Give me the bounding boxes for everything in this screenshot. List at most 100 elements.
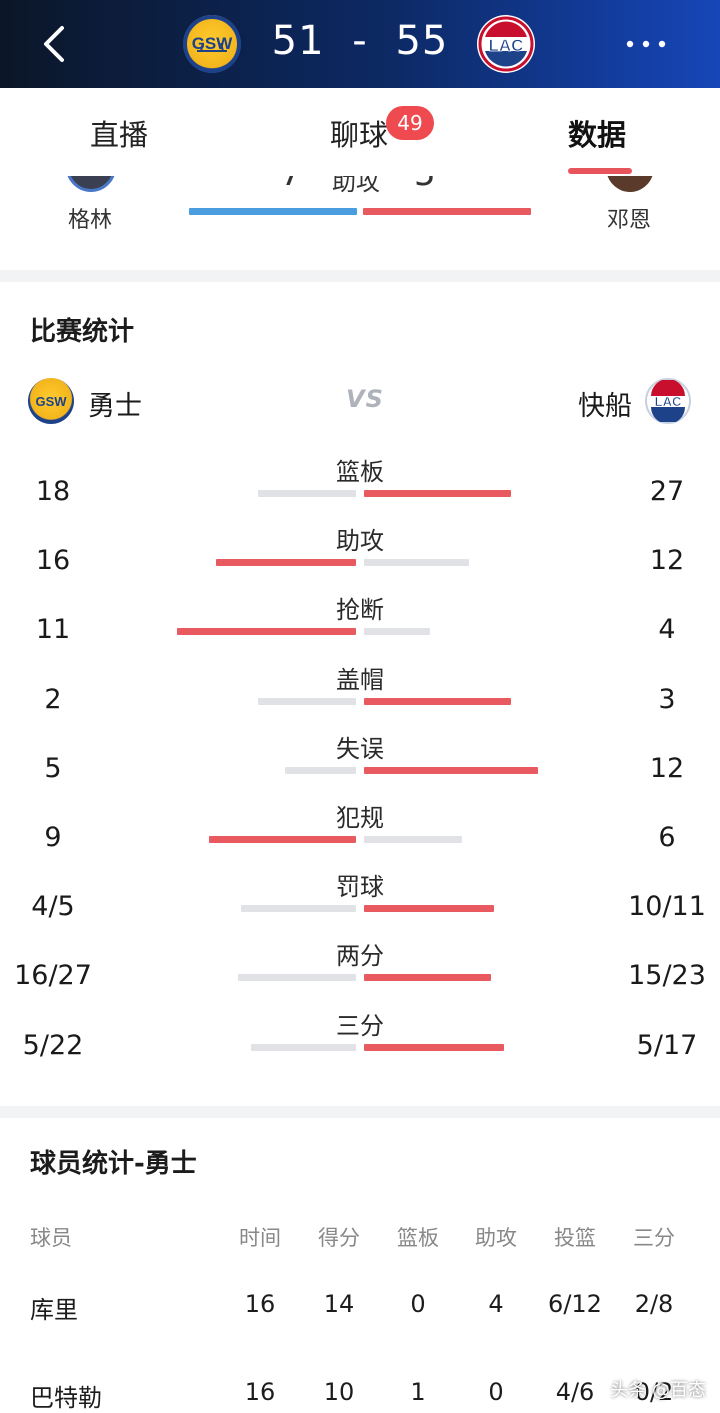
game-header: GSW 51 - 55 LAC [0, 0, 720, 88]
player-stats-card [0, 1118, 720, 1413]
warriors-logo-icon: GSW [183, 15, 241, 73]
player-stat-cell: 16 [244, 1290, 276, 1318]
away-stat-value: 12 [649, 752, 685, 784]
stat-label: 两分 [336, 942, 384, 971]
away-stat-bar [364, 628, 430, 636]
stat-label: 三分 [336, 1011, 384, 1040]
tab-live[interactable]: 直播 [90, 118, 149, 152]
home-stat-bar [251, 1043, 356, 1051]
away-stat-bar [364, 766, 538, 774]
home-stat-value: 2 [44, 683, 62, 715]
away-stat-bar [364, 559, 469, 567]
tab-chat[interactable]: 聊球 [330, 118, 389, 152]
home-stat-bar [216, 559, 356, 567]
away-leader-bar [363, 208, 531, 215]
watermark: 头条 @百态 [610, 1380, 706, 1401]
away-stat-bar [364, 836, 462, 843]
away-stat-bar [364, 697, 511, 705]
home-stat-bar [241, 905, 356, 913]
column-header[interactable]: 得分 [318, 1226, 360, 1250]
away-stat-value: 12 [649, 545, 685, 577]
score-separator: - [352, 18, 368, 64]
player-stat-cell: 0/2 [634, 1378, 674, 1406]
game-stats-title: 比赛统计 [30, 317, 135, 347]
home-stat-value: 4/5 [31, 891, 75, 923]
home-team-name: 勇士 [88, 391, 142, 422]
leader-stat-label: 助攻 [332, 176, 380, 196]
away-team-name: 快船 [578, 391, 632, 422]
home-stat-value: 5 [44, 752, 62, 784]
clippers-logo-icon: LAC [478, 16, 534, 72]
player-stat-cell: 4/6 [555, 1378, 595, 1406]
away-stat-bar [364, 905, 494, 913]
away-score: 55 [395, 18, 449, 64]
tab-data[interactable]: 数据 [568, 118, 627, 152]
away-stat-value: 27 [649, 476, 685, 507]
player-stat-cell: 1 [410, 1378, 426, 1406]
away-stat-value: 4 [658, 614, 676, 646]
home-stat-bar [238, 974, 356, 982]
away-stat-value: 3 [658, 683, 676, 715]
home-stat-bar [285, 766, 356, 774]
column-header[interactable]: 篮板 [397, 1226, 439, 1250]
home-badge-text: GSW [35, 394, 67, 409]
away-stat-bar [364, 974, 491, 982]
player-stat-cell: 10 [323, 1378, 355, 1406]
home-stat-value: 9 [44, 822, 62, 853]
home-stat-bar [209, 836, 356, 843]
stat-label: 罚球 [336, 873, 384, 902]
stat-label: 犯规 [336, 804, 384, 832]
away-leader-value: 5 [414, 176, 436, 194]
game-stats-card [0, 282, 720, 1106]
home-stat-value: 16 [35, 545, 71, 577]
home-leader-avatar[interactable] [66, 176, 116, 192]
player-name[interactable]: 巴特勒 [30, 1384, 102, 1412]
column-header[interactable]: 投篮 [554, 1226, 596, 1250]
column-header[interactable]: 罚 [696, 1222, 720, 1252]
player-stat-cell: 6/12 [548, 1290, 602, 1318]
home-team-logo[interactable]: GSW [183, 15, 241, 73]
home-stat-value: 18 [35, 476, 71, 507]
active-tab-indicator [568, 168, 632, 174]
home-leader-name: 格林 [68, 208, 113, 233]
home-leader-value: 7 [280, 176, 302, 194]
stat-label: 篮板 [336, 458, 384, 486]
player-name[interactable]: 库里 [30, 1296, 78, 1324]
away-logo-text: LAC [489, 36, 524, 55]
chat-count-badge: 49 [386, 106, 434, 140]
stat-label: 抢断 [336, 596, 384, 625]
score-display: 51 - 55 [270, 18, 450, 64]
more-options-icon[interactable] [624, 30, 668, 58]
home-score: 51 [271, 18, 325, 64]
stat-label: 失误 [336, 734, 384, 763]
away-stat-value: 10/11 [628, 891, 706, 923]
column-header[interactable]: 助攻 [475, 1226, 517, 1250]
player-stats-title: 球员统计-勇士 [30, 1149, 197, 1179]
away-stat-bar [364, 1043, 504, 1051]
home-stat-value: 16/27 [14, 960, 92, 992]
clippers-small-logo-icon: LAC [651, 379, 685, 424]
away-stat-value: 15/23 [628, 960, 706, 992]
player-stat-cell: 0 [488, 1378, 504, 1406]
player-stat-cell: 14 [323, 1290, 355, 1318]
away-stat-bar [364, 490, 511, 497]
home-stat-bar [177, 628, 356, 636]
back-arrow-icon[interactable] [36, 22, 76, 66]
player-stat-cell: 2/8 [634, 1290, 674, 1318]
away-badge-text: LAC [655, 394, 682, 409]
away-team-badge: LAC [645, 378, 691, 424]
away-leader-avatar[interactable] [606, 176, 654, 192]
home-logo-text: GSW [192, 34, 234, 53]
player-stat-cell: 0 [410, 1290, 426, 1318]
player-stat-cell: 16 [244, 1378, 276, 1406]
column-header[interactable]: 球员 [30, 1226, 72, 1250]
tab-bar: 直播 聊球 49 数据 [0, 88, 720, 176]
column-header[interactable]: 三分 [633, 1226, 675, 1250]
away-team-logo[interactable]: LAC [477, 15, 535, 73]
home-stat-value: 11 [35, 614, 71, 646]
column-header[interactable]: 时间 [239, 1226, 281, 1250]
warriors-small-logo-icon: GSW [35, 394, 67, 409]
player-stat-cell: 4 [488, 1290, 504, 1318]
home-team-badge: GSW [28, 378, 74, 424]
home-stat-bar [258, 697, 356, 705]
